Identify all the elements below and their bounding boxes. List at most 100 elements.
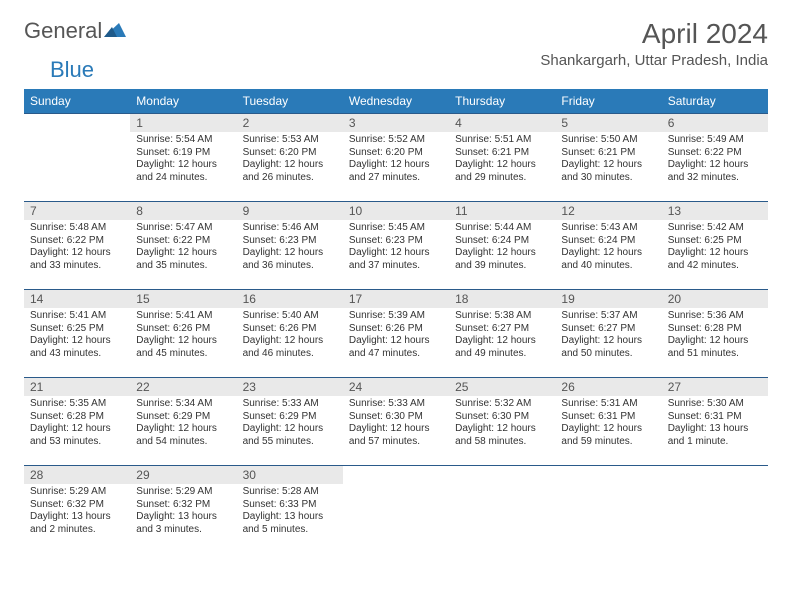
- day-details: Sunrise: 5:50 AMSunset: 6:21 PMDaylight:…: [555, 132, 661, 188]
- daylight-text: Daylight: 12 hours and 47 minutes.: [349, 335, 443, 360]
- brand-word1: General: [24, 18, 102, 44]
- day-details: Sunrise: 5:35 AMSunset: 6:28 PMDaylight:…: [24, 396, 130, 452]
- calendar-week: 7Sunrise: 5:48 AMSunset: 6:22 PMDaylight…: [24, 202, 768, 290]
- calendar-day-cell: 30Sunrise: 5:28 AMSunset: 6:33 PMDayligh…: [237, 466, 343, 554]
- sunrise-text: Sunrise: 5:30 AM: [668, 398, 762, 411]
- day-details: Sunrise: 5:42 AMSunset: 6:25 PMDaylight:…: [662, 220, 768, 276]
- day-header: Tuesday: [237, 89, 343, 114]
- calendar-day-cell: [24, 114, 130, 202]
- day-number: 25: [449, 378, 555, 396]
- calendar-day-cell: 7Sunrise: 5:48 AMSunset: 6:22 PMDaylight…: [24, 202, 130, 290]
- day-details: Sunrise: 5:29 AMSunset: 6:32 PMDaylight:…: [130, 484, 236, 540]
- day-details: Sunrise: 5:40 AMSunset: 6:26 PMDaylight:…: [237, 308, 343, 364]
- sunrise-text: Sunrise: 5:43 AM: [561, 222, 655, 235]
- day-number: 17: [343, 290, 449, 308]
- day-number: 3: [343, 114, 449, 132]
- day-details: Sunrise: 5:30 AMSunset: 6:31 PMDaylight:…: [662, 396, 768, 452]
- calendar-day-cell: 17 Sunrise: 5:39 AMSunset: 6:26 PMDayligh…: [343, 290, 449, 378]
- daylight-text: Daylight: 12 hours and 40 minutes.: [561, 247, 655, 272]
- calendar-day-cell: 22 Sunrise: 5:34 AMSunset: 6:29 PMDayligh…: [130, 378, 236, 466]
- day-number: 11: [449, 202, 555, 220]
- sunrise-text: Sunrise: 5:38 AM: [455, 310, 549, 323]
- sunset-text: Sunset: 6:28 PM: [668, 323, 762, 336]
- calendar-day-cell: [343, 466, 449, 554]
- sunrise-text: Sunrise: 5:45 AM: [349, 222, 443, 235]
- day-details: Sunrise: 5:33 AMSunset: 6:29 PMDaylight:…: [237, 396, 343, 452]
- calendar-day-cell: 6Sunrise: 5:49 AMSunset: 6:22 PMDaylight…: [662, 114, 768, 202]
- day-details: Sunrise: 5:54 AMSunset: 6:19 PMDaylight:…: [130, 132, 236, 188]
- day-number: 12: [555, 202, 661, 220]
- sunrise-text: Sunrise: 5:34 AM: [136, 398, 230, 411]
- sunrise-text: Sunrise: 5:51 AM: [455, 134, 549, 147]
- day-details: Sunrise: 5:33 AMSunset: 6:30 PMDaylight:…: [343, 396, 449, 452]
- calendar-week: 21Sunrise: 5:35 AMSunset: 6:28 PMDayligh…: [24, 378, 768, 466]
- day-number: 23: [237, 378, 343, 396]
- calendar-day-cell: 4Sunrise: 5:51 AMSunset: 6:21 PMDaylight…: [449, 114, 555, 202]
- day-details: Sunrise: 5:41 AMSunset: 6:26 PMDaylight:…: [130, 308, 236, 364]
- day-number: 22: [130, 378, 236, 396]
- day-header-row: Sunday Monday Tuesday Wednesday Thursday…: [24, 89, 768, 114]
- sunset-text: Sunset: 6:26 PM: [243, 323, 337, 336]
- day-details: Sunrise: 5:45 AMSunset: 6:23 PMDaylight:…: [343, 220, 449, 276]
- day-number: 19: [555, 290, 661, 308]
- sunset-text: Sunset: 6:29 PM: [136, 411, 230, 424]
- sunset-text: Sunset: 6:33 PM: [243, 499, 337, 512]
- sunrise-text: Sunrise: 5:39 AM: [349, 310, 443, 323]
- sunrise-text: Sunrise: 5:52 AM: [349, 134, 443, 147]
- calendar-day-cell: 8Sunrise: 5:47 AMSunset: 6:22 PMDaylight…: [130, 202, 236, 290]
- sunset-text: Sunset: 6:23 PM: [349, 235, 443, 248]
- day-details: Sunrise: 5:41 AMSunset: 6:25 PMDaylight:…: [24, 308, 130, 364]
- daylight-text: Daylight: 12 hours and 49 minutes.: [455, 335, 549, 360]
- day-details: Sunrise: 5:47 AMSunset: 6:22 PMDaylight:…: [130, 220, 236, 276]
- daylight-text: Daylight: 12 hours and 46 minutes.: [243, 335, 337, 360]
- calendar-day-cell: 1Sunrise: 5:54 AMSunset: 6:19 PMDaylight…: [130, 114, 236, 202]
- month-title: April 2024: [540, 18, 768, 50]
- daylight-text: Daylight: 13 hours and 3 minutes.: [136, 511, 230, 536]
- calendar-day-cell: 27Sunrise: 5:30 AMSunset: 6:31 PMDayligh…: [662, 378, 768, 466]
- day-number: 15: [130, 290, 236, 308]
- sunset-text: Sunset: 6:28 PM: [30, 411, 124, 424]
- day-number: 16: [237, 290, 343, 308]
- daylight-text: Daylight: 12 hours and 35 minutes.: [136, 247, 230, 272]
- sunrise-text: Sunrise: 5:33 AM: [349, 398, 443, 411]
- daylight-text: Daylight: 12 hours and 54 minutes.: [136, 423, 230, 448]
- sunset-text: Sunset: 6:30 PM: [349, 411, 443, 424]
- daylight-text: Daylight: 12 hours and 50 minutes.: [561, 335, 655, 360]
- calendar-day-cell: 25Sunrise: 5:32 AMSunset: 6:30 PMDayligh…: [449, 378, 555, 466]
- sunrise-text: Sunrise: 5:54 AM: [136, 134, 230, 147]
- day-number: 1: [130, 114, 236, 132]
- calendar-day-cell: 26Sunrise: 5:31 AMSunset: 6:31 PMDayligh…: [555, 378, 661, 466]
- day-details: Sunrise: 5:44 AMSunset: 6:24 PMDaylight:…: [449, 220, 555, 276]
- sunset-text: Sunset: 6:19 PM: [136, 147, 230, 160]
- brand-logo: General: [24, 18, 128, 44]
- daylight-text: Daylight: 12 hours and 51 minutes.: [668, 335, 762, 360]
- day-header: Sunday: [24, 89, 130, 114]
- day-details: Sunrise: 5:37 AMSunset: 6:27 PMDaylight:…: [555, 308, 661, 364]
- sunset-text: Sunset: 6:26 PM: [349, 323, 443, 336]
- sunrise-text: Sunrise: 5:29 AM: [30, 486, 124, 499]
- sunrise-text: Sunrise: 5:37 AM: [561, 310, 655, 323]
- day-number: 8: [130, 202, 236, 220]
- daylight-text: Daylight: 12 hours and 39 minutes.: [455, 247, 549, 272]
- calendar-day-cell: [662, 466, 768, 554]
- day-details: Sunrise: 5:46 AMSunset: 6:23 PMDaylight:…: [237, 220, 343, 276]
- triangle-icon: [104, 21, 126, 42]
- sunset-text: Sunset: 6:29 PM: [243, 411, 337, 424]
- calendar-day-cell: 14Sunrise: 5:41 AMSunset: 6:25 PMDayligh…: [24, 290, 130, 378]
- day-number: 20: [662, 290, 768, 308]
- day-details: Sunrise: 5:51 AMSunset: 6:21 PMDaylight:…: [449, 132, 555, 188]
- sunset-text: Sunset: 6:24 PM: [455, 235, 549, 248]
- daylight-text: Daylight: 12 hours and 59 minutes.: [561, 423, 655, 448]
- day-details: Sunrise: 5:43 AMSunset: 6:24 PMDaylight:…: [555, 220, 661, 276]
- daylight-text: Daylight: 12 hours and 27 minutes.: [349, 159, 443, 184]
- day-number-empty: [555, 466, 661, 484]
- sunset-text: Sunset: 6:26 PM: [136, 323, 230, 336]
- daylight-text: Daylight: 12 hours and 55 minutes.: [243, 423, 337, 448]
- brand-word2: Blue: [50, 57, 94, 82]
- sunset-text: Sunset: 6:22 PM: [30, 235, 124, 248]
- daylight-text: Daylight: 12 hours and 30 minutes.: [561, 159, 655, 184]
- calendar-day-cell: 28Sunrise: 5:29 AMSunset: 6:32 PMDayligh…: [24, 466, 130, 554]
- day-details: Sunrise: 5:49 AMSunset: 6:22 PMDaylight:…: [662, 132, 768, 188]
- sunrise-text: Sunrise: 5:32 AM: [455, 398, 549, 411]
- sunrise-text: Sunrise: 5:46 AM: [243, 222, 337, 235]
